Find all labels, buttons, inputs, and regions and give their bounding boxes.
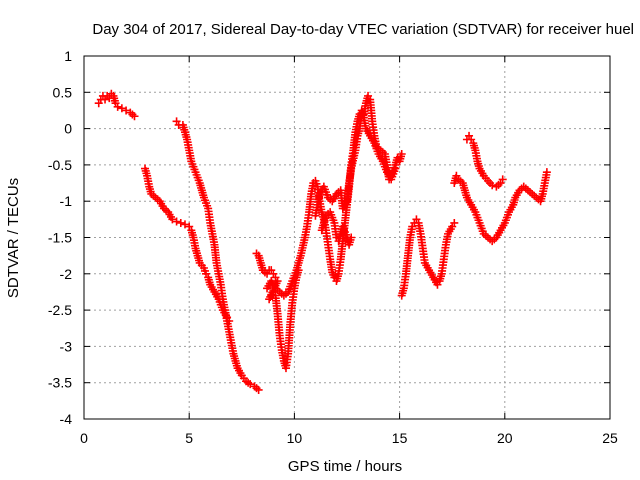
data-point [130, 112, 139, 121]
data-point [176, 218, 185, 227]
y-tick-label: -0.5 [48, 157, 72, 173]
data-point [246, 380, 255, 389]
chart-title: Day 304 of 2017, Sidereal Day-to-day VTE… [92, 21, 634, 38]
x-tick-label: 0 [80, 430, 88, 446]
data-point [172, 217, 181, 226]
y-tick-label: -3 [60, 338, 73, 354]
y-tick-label: 0 [64, 121, 72, 137]
y-tick-label: -2.5 [48, 302, 72, 318]
y-tick-label: -3.5 [48, 375, 72, 391]
data-point [542, 168, 551, 177]
data-point [180, 220, 189, 229]
data-point [347, 233, 356, 242]
data-point [254, 385, 263, 394]
data-point [113, 102, 122, 111]
x-tick-label: 20 [497, 430, 513, 446]
x-tick-label: 25 [602, 430, 618, 446]
y-tick-label: 0.5 [53, 84, 73, 100]
y-tick-label: -2 [60, 266, 73, 282]
y-axis-title: SDTVAR / TECUs [5, 178, 22, 298]
y-tick-label: -1 [60, 193, 73, 209]
y-tick-label: 1 [64, 48, 72, 64]
data-point [117, 104, 126, 113]
x-axis-title: GPS time / hours [288, 458, 402, 475]
axis-ticks: 0 5 10 15 20 25 -4 -3.5 -3 -2.5 -2 -1.5 -1 -0.5 0 0.5 1 [48, 48, 618, 446]
x-tick-label: 15 [392, 430, 408, 446]
grid [84, 56, 610, 419]
data-point [450, 218, 459, 227]
data-point [397, 150, 406, 159]
data-point [168, 215, 177, 224]
x-tick-label: 5 [185, 430, 193, 446]
y-tick-label: -4 [60, 411, 73, 427]
data-point [498, 175, 507, 184]
x-tick-label: 10 [287, 430, 303, 446]
data-point [122, 106, 131, 115]
y-tick-label: -1.5 [48, 230, 72, 246]
data-point [391, 164, 400, 173]
data-points [94, 89, 551, 394]
